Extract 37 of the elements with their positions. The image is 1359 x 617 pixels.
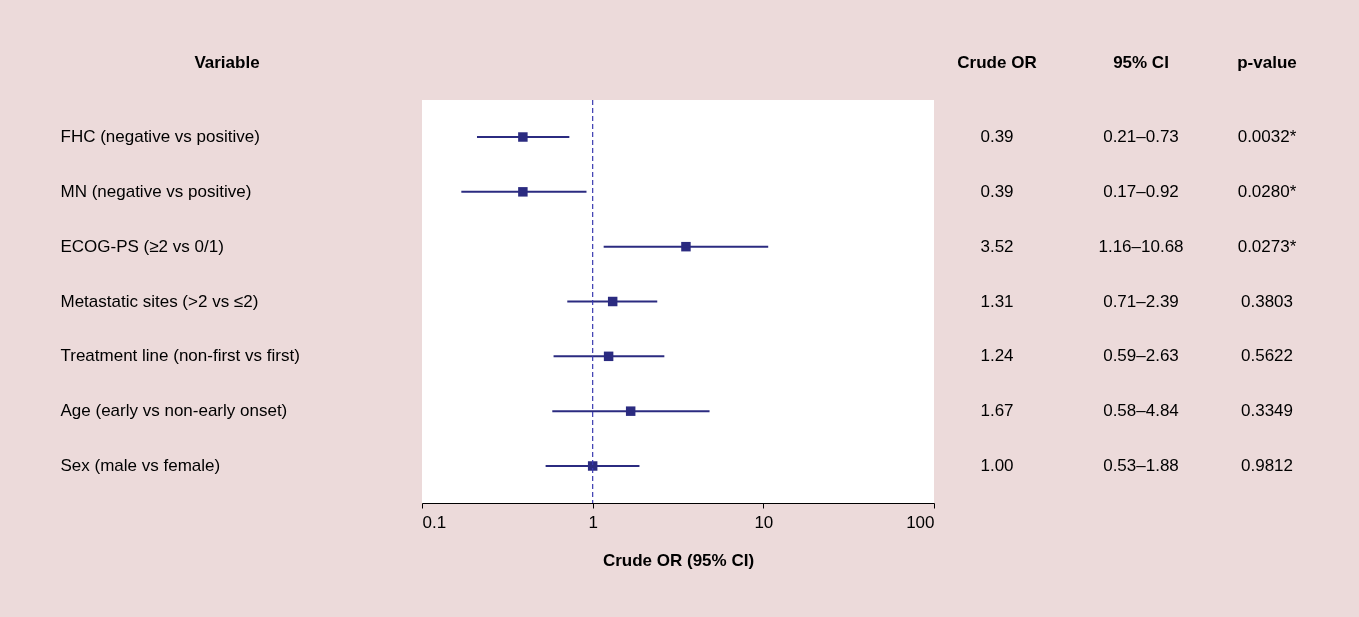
y-tick-label: Sex (male vs female)	[60, 455, 221, 475]
data-label: 0.39	[980, 127, 1014, 147]
y-tick-label: FHC (negative vs positive)	[60, 127, 260, 147]
text: 0.0032*	[1237, 127, 1297, 147]
x-tick-label: 0.1	[422, 512, 447, 532]
data-label: 1.67	[980, 401, 1014, 421]
text: 0.71–2.39	[1103, 291, 1179, 311]
text: 0.0280*	[1237, 181, 1297, 201]
y-tick-label: MN (negative vs positive)	[60, 181, 252, 201]
text: 1.16–10.68	[1098, 236, 1184, 256]
text: p-value	[1237, 53, 1297, 72]
y-tick-label: Metastatic sites (>2 vs ≤2)	[60, 291, 259, 311]
text: 0.17–0.92	[1103, 181, 1179, 201]
text: 0.59–2.63	[1103, 346, 1179, 366]
text: 0.53–1.88	[1103, 455, 1179, 475]
y-tick-label: Treatment line (non-first vs first)	[60, 346, 300, 366]
text: 0.0273*	[1237, 236, 1297, 256]
y-tick-label: ECOG-PS (≥2 vs 0/1)	[60, 236, 224, 256]
data-label: 1.31	[980, 291, 1014, 311]
text: 0.9812	[1241, 455, 1293, 475]
text: Crude OR	[957, 53, 1037, 72]
x-axis-title: Crude OR (95% CI)	[602, 550, 755, 570]
text: 0.21–0.73	[1103, 127, 1179, 147]
text: 0.58–4.84	[1103, 401, 1179, 421]
text: 0.3803	[1241, 291, 1293, 311]
data-label: 1.00	[980, 455, 1014, 475]
y-axis-title: Variable	[194, 53, 260, 72]
data-label: 0.39	[980, 181, 1014, 201]
data-label: 1.24	[980, 346, 1014, 366]
data-label: 3.52	[980, 236, 1014, 256]
text: 0.3349	[1241, 401, 1293, 421]
y-tick-label: Age (early vs non-early onset)	[60, 401, 288, 421]
text: 0.5622	[1241, 346, 1293, 366]
x-tick-label: 10	[754, 512, 774, 532]
text: 95% CI	[1113, 53, 1169, 72]
x-tick-label: 1	[588, 512, 598, 532]
x-tick-label: 100	[906, 512, 935, 532]
